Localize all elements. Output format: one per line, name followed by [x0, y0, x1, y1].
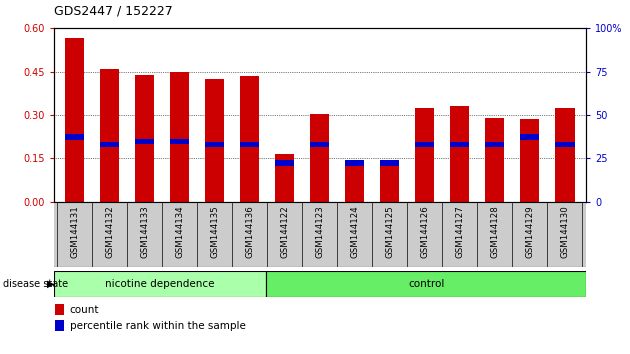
Bar	[170, 72, 189, 202]
Bar	[450, 142, 469, 147]
Bar	[54, 271, 266, 297]
Bar	[135, 139, 154, 144]
Bar	[275, 160, 294, 166]
Text: GSM144136: GSM144136	[245, 205, 254, 258]
Bar	[55, 320, 64, 331]
Bar	[380, 160, 399, 166]
Bar	[266, 271, 586, 297]
Text: GSM144124: GSM144124	[350, 205, 359, 258]
Bar	[205, 79, 224, 202]
Bar	[520, 135, 539, 139]
Text: GSM144125: GSM144125	[386, 205, 394, 258]
Bar	[415, 108, 435, 202]
Bar	[520, 119, 539, 202]
Text: nicotine dependence: nicotine dependence	[105, 279, 215, 289]
Bar	[450, 106, 469, 202]
Bar	[65, 39, 84, 202]
Text: GSM144135: GSM144135	[210, 205, 219, 258]
Bar	[100, 142, 119, 147]
Bar	[380, 164, 399, 202]
Bar	[555, 142, 575, 147]
Text: percentile rank within the sample: percentile rank within the sample	[69, 321, 246, 331]
Text: GSM144133: GSM144133	[140, 205, 149, 258]
Text: GSM144126: GSM144126	[420, 205, 429, 258]
Text: GDS2447 / 152227: GDS2447 / 152227	[54, 5, 172, 18]
Text: GSM144129: GSM144129	[525, 205, 534, 258]
Text: ▶: ▶	[47, 279, 55, 289]
Bar	[345, 163, 364, 202]
Text: GSM144132: GSM144132	[105, 205, 114, 258]
Bar	[485, 118, 505, 202]
Text: GSM144127: GSM144127	[455, 205, 464, 258]
Text: control: control	[408, 279, 444, 289]
Text: GSM144123: GSM144123	[315, 205, 324, 258]
Text: GSM144122: GSM144122	[280, 205, 289, 258]
Bar	[555, 108, 575, 202]
Bar	[310, 114, 329, 202]
Bar	[485, 142, 505, 147]
Text: GSM144130: GSM144130	[561, 205, 570, 258]
Text: GSM144128: GSM144128	[490, 205, 500, 258]
Bar	[205, 142, 224, 147]
Bar	[65, 135, 84, 139]
Bar	[275, 154, 294, 202]
Text: disease state: disease state	[3, 279, 68, 289]
Bar	[415, 142, 435, 147]
Bar	[240, 142, 260, 147]
Text: GSM144134: GSM144134	[175, 205, 184, 258]
Text: count: count	[69, 305, 99, 315]
Bar	[135, 75, 154, 202]
Bar	[55, 304, 64, 315]
Bar	[170, 139, 189, 144]
Bar	[100, 69, 119, 202]
Text: GSM144131: GSM144131	[70, 205, 79, 258]
Bar	[345, 160, 364, 166]
Bar	[310, 142, 329, 147]
Bar	[240, 76, 260, 202]
